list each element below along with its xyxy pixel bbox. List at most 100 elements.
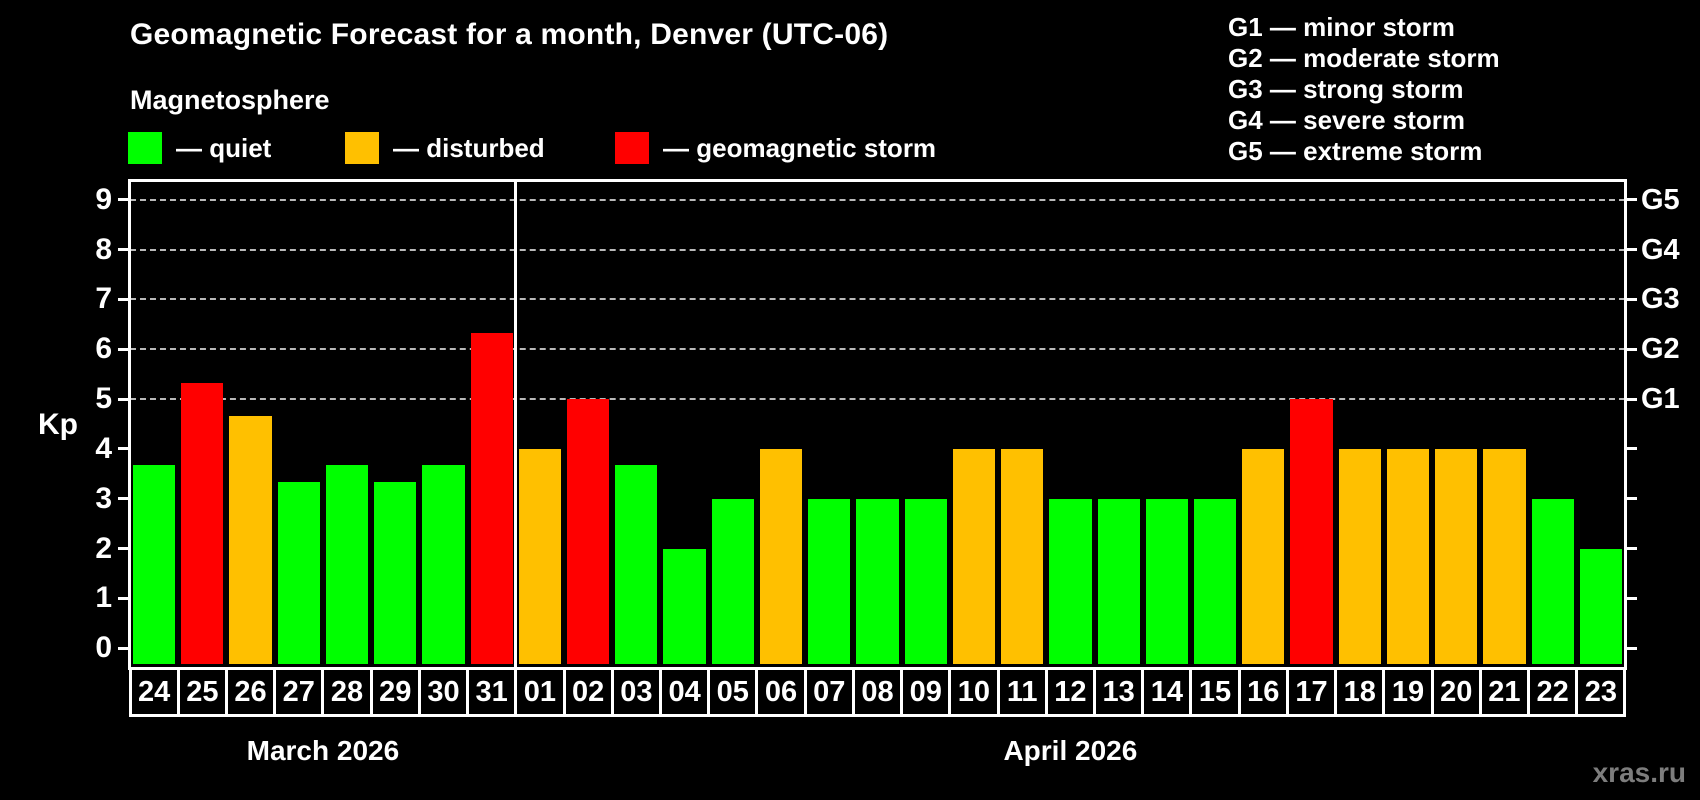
y-tick xyxy=(118,248,130,252)
plot-frame xyxy=(128,179,1627,670)
date-label: 12 xyxy=(1054,675,1087,708)
kp-bar-27 xyxy=(277,482,320,664)
kp-bar-21 xyxy=(1483,448,1526,664)
kp-bar-28 xyxy=(325,465,369,664)
date-label: 15 xyxy=(1198,675,1232,708)
y-tick-right xyxy=(1625,596,1637,600)
kp-bar-20 xyxy=(1435,448,1478,664)
date-cell-31: 31 xyxy=(466,667,518,717)
month-separator xyxy=(514,181,518,667)
page-title: Geomagnetic Forecast for a month, Denver… xyxy=(130,18,889,51)
date-label: 31 xyxy=(475,675,508,708)
legend-swatch-quiet xyxy=(128,132,162,164)
date-label: 06 xyxy=(764,675,798,708)
date-label: 03 xyxy=(620,675,653,708)
y-tick xyxy=(118,198,130,202)
date-label: 07 xyxy=(813,675,846,708)
kp-bar-24 xyxy=(133,465,176,664)
y-tick xyxy=(118,497,130,501)
y-tick-label: 9 xyxy=(95,182,112,216)
date-cell-18: 18 xyxy=(1334,667,1386,717)
legend-swatch-disturbed xyxy=(345,132,379,164)
y-tick-label: 7 xyxy=(95,282,112,316)
y-tick-right xyxy=(1625,297,1637,301)
date-label: 27 xyxy=(282,675,315,708)
date-cell-17: 17 xyxy=(1285,667,1338,717)
date-label: 23 xyxy=(1584,675,1617,708)
y-tick-right xyxy=(1625,447,1637,451)
date-cell-03: 03 xyxy=(610,667,662,717)
y-tick-label: 5 xyxy=(95,382,112,416)
g-scale-line: G2 — moderate storm xyxy=(1228,43,1500,73)
chart-subtitle: Magnetosphere xyxy=(130,85,330,115)
kp-bar-14 xyxy=(1145,498,1188,664)
month-label: April 2026 xyxy=(1003,735,1138,766)
kp-bar-25 xyxy=(181,382,224,664)
y-tick xyxy=(118,297,130,301)
date-cell-13: 13 xyxy=(1093,667,1145,717)
kp-bar-06 xyxy=(759,448,803,664)
y-tick-right xyxy=(1625,646,1637,650)
g-level-label-G3: G3 xyxy=(1641,283,1680,316)
date-cell-22: 22 xyxy=(1527,667,1579,717)
date-cell-14: 14 xyxy=(1141,667,1193,717)
date-cell-19: 19 xyxy=(1382,667,1434,717)
date-cell-28: 28 xyxy=(321,667,373,717)
g-level-label-G2: G2 xyxy=(1641,333,1680,366)
legend-item-quiet: — quiet xyxy=(128,130,271,166)
gridline-kp-5 xyxy=(130,398,1625,401)
date-label: 29 xyxy=(379,675,412,708)
kp-bar-23 xyxy=(1579,548,1622,664)
date-label: 25 xyxy=(186,675,219,708)
kp-bar-31 xyxy=(470,332,513,664)
date-label: 05 xyxy=(716,675,749,708)
date-label: 02 xyxy=(572,675,605,708)
kp-bar-16 xyxy=(1242,448,1285,664)
kp-bar-17 xyxy=(1290,399,1333,664)
date-cell-01: 01 xyxy=(514,667,566,717)
kp-bar-22 xyxy=(1531,498,1574,664)
kp-bar-07 xyxy=(808,498,851,664)
kp-bar-11 xyxy=(1001,448,1044,664)
g-scale-line: G5 — extreme storm xyxy=(1228,136,1483,166)
kp-bar-03 xyxy=(615,465,658,664)
legend-item-disturbed: — disturbed xyxy=(345,130,545,166)
legend-item-storm: — geomagnetic storm xyxy=(615,130,936,166)
y-tick-label: 3 xyxy=(95,481,112,515)
date-cell-23: 23 xyxy=(1575,667,1627,717)
kp-bar-30 xyxy=(422,465,465,664)
date-label: 30 xyxy=(427,675,460,708)
kp-bar-19 xyxy=(1386,448,1430,664)
y-tick xyxy=(118,547,130,551)
g-level-label-G5: G5 xyxy=(1641,183,1680,216)
date-label: 04 xyxy=(668,675,701,708)
g-level-label-G4: G4 xyxy=(1641,233,1680,266)
date-label: 21 xyxy=(1488,675,1521,708)
date-cell-29: 29 xyxy=(369,667,421,717)
kp-bar-04 xyxy=(663,548,706,664)
gridline-kp-7 xyxy=(130,298,1625,301)
kp-bar-18 xyxy=(1338,448,1381,664)
y-tick-label: 6 xyxy=(95,332,112,366)
date-label: 16 xyxy=(1247,675,1280,708)
date-label: 22 xyxy=(1536,675,1569,708)
kp-bar-05 xyxy=(711,498,754,664)
legend-label: — geomagnetic storm xyxy=(663,132,937,163)
y-tick-right xyxy=(1625,347,1637,351)
y-tick xyxy=(118,646,130,650)
g-level-label-G1: G1 xyxy=(1641,383,1680,416)
date-cell-24: 24 xyxy=(128,667,180,717)
date-cell-27: 27 xyxy=(273,667,325,717)
y-tick-label: 4 xyxy=(95,431,112,465)
date-cell-15: 15 xyxy=(1189,667,1241,717)
gridline-kp-8 xyxy=(130,248,1625,251)
kp-bar-13 xyxy=(1097,498,1140,664)
date-label: 14 xyxy=(1150,675,1183,708)
kp-bar-10 xyxy=(952,448,996,664)
date-cell-10: 10 xyxy=(948,667,1000,717)
y-tick-label: 8 xyxy=(95,232,112,266)
date-label: 26 xyxy=(234,675,267,708)
kp-bar-29 xyxy=(374,482,417,664)
month-label: March 2026 xyxy=(246,735,400,766)
